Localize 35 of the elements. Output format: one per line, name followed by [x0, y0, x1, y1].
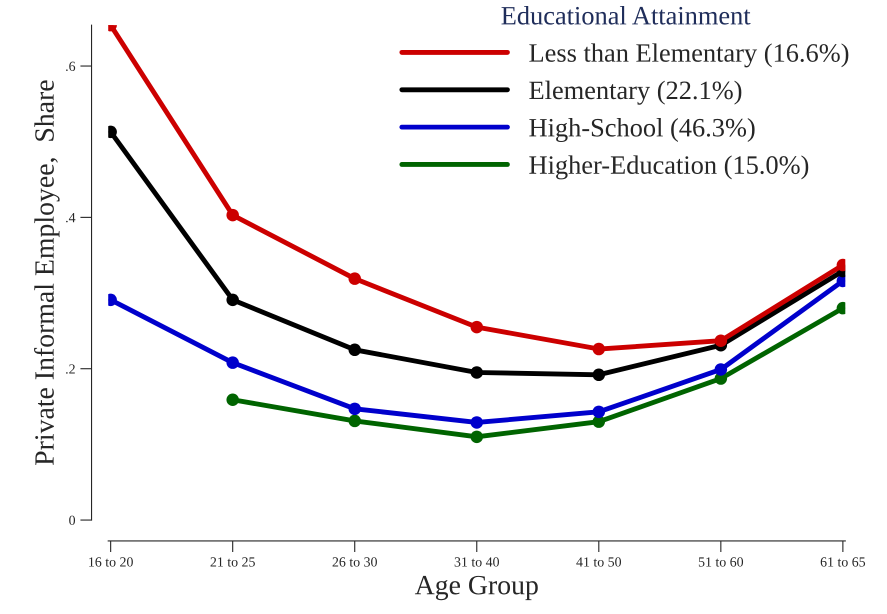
point: [348, 414, 361, 428]
point: [714, 363, 728, 376]
point: [470, 320, 484, 334]
x-axis-title: Age Group: [414, 576, 538, 600]
point: [592, 342, 606, 356]
legend-label: High-School (46.3%): [529, 118, 755, 142]
point: [592, 406, 606, 418]
x-tick-label: 31 to 40: [454, 557, 499, 567]
point: [226, 294, 239, 306]
point: [714, 334, 728, 347]
y-axis-title: Private Informal Employee, Share: [34, 80, 60, 466]
point: [470, 430, 484, 444]
x-tick-label: 51 to 60: [698, 557, 744, 567]
legend-label: Elementary (22.1%): [529, 80, 742, 105]
point: [592, 368, 606, 382]
x-tick-label: 21 to 25: [210, 557, 255, 567]
x-tick-label: 26 to 30: [332, 557, 377, 567]
point: [226, 356, 239, 369]
point: [348, 402, 361, 416]
legend-title: Educational Attainment: [501, 6, 750, 25]
point: [470, 366, 484, 379]
legend-label: Higher-Education (15.0%): [529, 155, 808, 180]
point: [348, 344, 361, 356]
y-tick-label: .2: [66, 364, 75, 374]
point: [226, 393, 239, 406]
y-tick-label: .6: [66, 62, 76, 72]
y-tick-label: .4: [66, 213, 76, 222]
x-tick-label: 16 to 20: [89, 557, 133, 567]
point: [226, 208, 239, 222]
point: [470, 416, 484, 429]
x-tick-label: 61 to 65: [820, 557, 866, 567]
legend-label: Less than Elementary (16.6%): [529, 43, 848, 68]
x-tick-label: 41 to 50: [576, 557, 622, 567]
y-tick-label: 0: [69, 516, 76, 526]
point: [348, 272, 361, 285]
